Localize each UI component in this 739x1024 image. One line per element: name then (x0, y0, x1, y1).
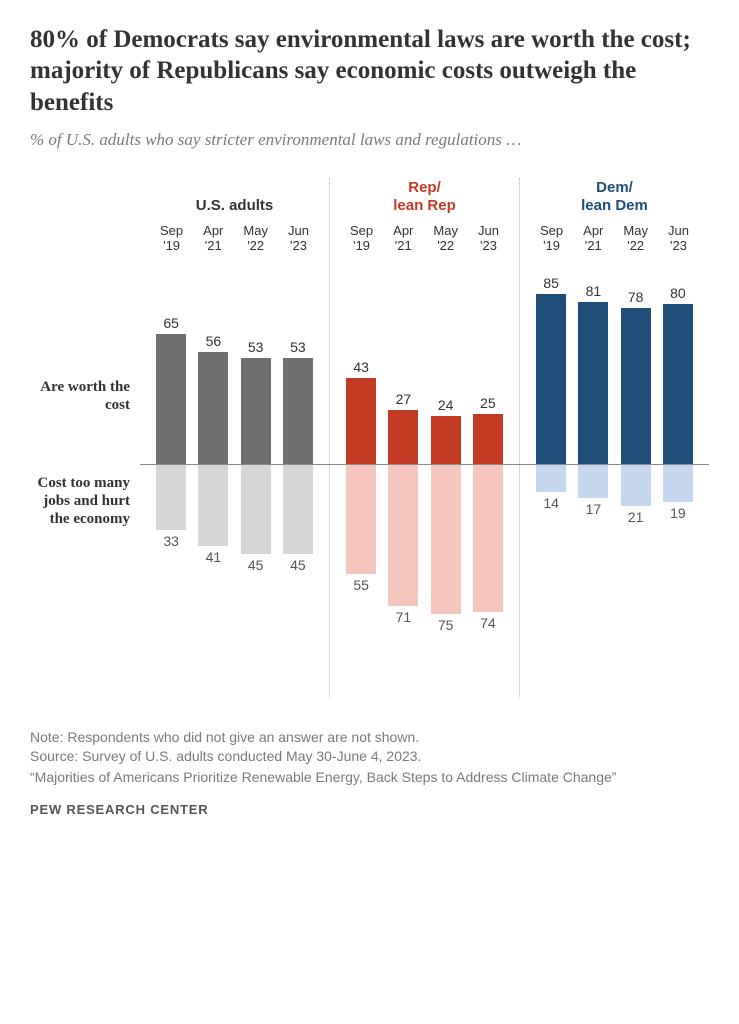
panel-header: Dem/ lean Dem (530, 178, 699, 218)
bar-value-down: 75 (431, 617, 461, 633)
bar-value-up: 80 (663, 285, 693, 301)
bar-value-down: 41 (198, 549, 228, 565)
bar-value-down: 21 (621, 509, 651, 525)
bar-value-up: 65 (156, 315, 186, 331)
bar-down (388, 464, 418, 606)
label-cost: Cost too many jobs and hurt the economy (30, 474, 130, 528)
bar-up (156, 334, 186, 464)
date-label: Apr '21 (203, 224, 223, 256)
bar-value-up: 53 (283, 339, 313, 355)
bar-down (663, 464, 693, 502)
baseline-rule (140, 464, 709, 465)
bar-up (621, 308, 651, 464)
label-worth: Are worth the cost (30, 378, 130, 414)
bar-up (431, 416, 461, 464)
bar-up (198, 352, 228, 464)
dates-row: Sep '19 Apr '21 May '22 Jun '23 (530, 224, 699, 256)
bar-value-down: 14 (536, 495, 566, 511)
bar-down (473, 464, 503, 612)
footnote-note: Note: Respondents who did not give an an… (30, 728, 709, 747)
date-label: Apr '21 (583, 224, 603, 256)
side-labels: Are worth the cost Cost too many jobs an… (30, 178, 140, 698)
bar-value-down: 45 (241, 557, 271, 573)
bar-down (241, 464, 271, 554)
bar-value-down: 55 (346, 577, 376, 593)
date-label: Jun '23 (478, 224, 499, 256)
bar-down (156, 464, 186, 530)
bar-value-down: 71 (388, 609, 418, 625)
date-label: May '22 (623, 224, 648, 256)
bar-value-down: 17 (578, 501, 608, 517)
footnote-quote: “Majorities of Americans Prioritize Rene… (30, 768, 709, 787)
bar-up (536, 294, 566, 464)
bar-down (431, 464, 461, 614)
chart-title: 80% of Democrats say environmental laws … (30, 24, 709, 118)
bar-value-up: 43 (346, 359, 376, 375)
bar-value-down: 33 (156, 533, 186, 549)
date-label: Jun '23 (288, 224, 309, 256)
chart-panel: Dem/ lean Dem Sep '19 Apr '21 May '22 Jun '2… (519, 178, 709, 698)
bar-down (346, 464, 376, 574)
bar-up (578, 302, 608, 464)
footnotes: Note: Respondents who did not give an an… (30, 728, 709, 787)
panel-header: U.S. adults (150, 178, 319, 218)
bar-value-up: 25 (473, 395, 503, 411)
bar-up (283, 358, 313, 464)
panels-container: U.S. adults Sep '19 Apr '21 May '22 Jun '23 6… (140, 178, 709, 698)
bar-up (241, 358, 271, 464)
chart-panel: U.S. adults Sep '19 Apr '21 May '22 Jun '23 6… (140, 178, 329, 698)
dates-row: Sep '19 Apr '21 May '22 Jun '23 (150, 224, 319, 256)
date-label: Sep '19 (160, 224, 183, 256)
bar-down (578, 464, 608, 498)
bar-value-up: 53 (241, 339, 271, 355)
bar-value-up: 78 (621, 289, 651, 305)
chart-subtitle: % of U.S. adults who say stricter enviro… (30, 130, 709, 150)
bar-down (621, 464, 651, 506)
bar-value-up: 27 (388, 391, 418, 407)
date-label: Apr '21 (393, 224, 413, 256)
bar-up (346, 378, 376, 464)
date-label: Sep '19 (540, 224, 563, 256)
bar-value-down: 19 (663, 505, 693, 521)
chart-panel: Rep/ lean Rep Sep '19 Apr '21 May '22 Jun '2… (329, 178, 519, 698)
bar-down (536, 464, 566, 492)
date-label: May '22 (243, 224, 268, 256)
date-label: May '22 (433, 224, 458, 256)
bar-value-up: 85 (536, 275, 566, 291)
bar-up (663, 304, 693, 464)
bar-value-up: 81 (578, 283, 608, 299)
bar-value-down: 74 (473, 615, 503, 631)
bar-up (388, 410, 418, 464)
panel-header: Rep/ lean Rep (340, 178, 509, 218)
footnote-source: Source: Survey of U.S. adults conducted … (30, 747, 709, 766)
bar-up (473, 414, 503, 464)
bar-down (198, 464, 228, 546)
chart-area: Are worth the cost Cost too many jobs an… (30, 178, 709, 698)
date-label: Jun '23 (668, 224, 689, 256)
date-label: Sep '19 (350, 224, 373, 256)
bar-value-down: 45 (283, 557, 313, 573)
bar-value-up: 56 (198, 333, 228, 349)
dates-row: Sep '19 Apr '21 May '22 Jun '23 (340, 224, 509, 256)
bar-value-up: 24 (431, 397, 461, 413)
bar-down (283, 464, 313, 554)
branding: PEW RESEARCH CENTER (30, 802, 709, 817)
